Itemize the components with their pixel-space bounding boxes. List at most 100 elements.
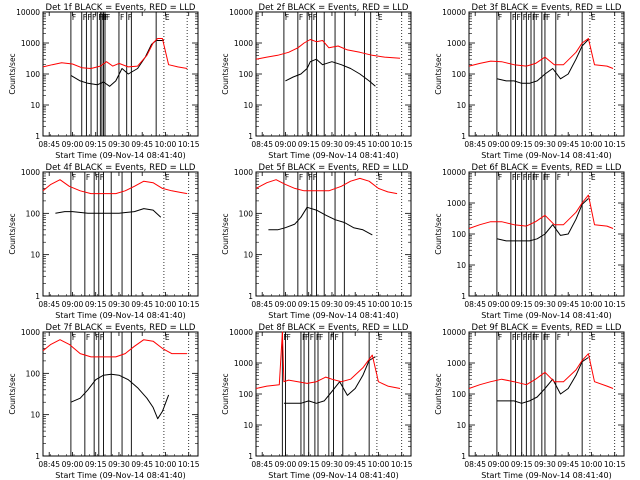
interval-flag: F <box>86 173 90 182</box>
series-line-lld <box>255 39 401 60</box>
x-axis-label: Start Time (09-Nov-14 08:41:40) <box>481 311 611 320</box>
interval-flag: F <box>120 13 124 22</box>
interval-flag: F <box>283 333 287 342</box>
interval-flag: F <box>104 13 108 22</box>
interval-flag: F <box>95 173 99 182</box>
y-axis-label: Counts/sec <box>8 373 17 414</box>
y-tick-label: 10 <box>30 411 40 420</box>
interval-flag: F <box>517 173 521 182</box>
interval-flag: F <box>498 13 502 22</box>
x-tick-label: 09:45 <box>131 140 153 149</box>
y-tick-label: 10000 <box>16 8 40 17</box>
interval-flag: F <box>92 13 96 22</box>
y-tick-label: 1 <box>248 292 253 301</box>
x-tick-label: 08:45 <box>38 300 60 309</box>
x-tick-label: 09:30 <box>108 300 130 309</box>
interval-flag: E <box>378 173 383 182</box>
panel-2: 1 10 100 1000 10000 08:45 09:00 09:15 09:30 09:45… <box>221 3 413 160</box>
interval-flag: E <box>378 333 383 342</box>
y-tick-label: 1000 <box>447 359 466 368</box>
x-axis-label: Start Time (09-Nov-14 08:41:40) <box>55 471 185 480</box>
chart-title: Det 8f BLACK = Events, RED = LLD <box>259 323 409 333</box>
x-tick-label: 09:45 <box>131 300 153 309</box>
interval-flag: E <box>378 13 383 22</box>
y-tick-label: 100 <box>26 369 41 378</box>
x-tick-label: 10:00 <box>368 140 390 149</box>
y-tick-label: 100 <box>26 209 41 218</box>
y-tick-label: 100 <box>452 230 467 239</box>
interval-flag: F <box>319 333 323 342</box>
series-line-events <box>285 58 376 87</box>
interval-flag: E <box>165 13 170 22</box>
interval-flag: F <box>546 13 550 22</box>
x-tick-label: 09:00 <box>62 140 84 149</box>
y-tick-label: 100 <box>239 209 254 218</box>
x-tick-label: 08:45 <box>251 300 273 309</box>
interval-flag: F <box>543 173 547 182</box>
y-tick-label: 10000 <box>229 328 253 337</box>
x-tick-label: 10:15 <box>604 300 626 309</box>
interval-flag: F <box>87 13 91 22</box>
x-tick-label: 10:00 <box>368 460 390 469</box>
x-tick-label: 09:00 <box>488 140 510 149</box>
x-tick-label: 09:30 <box>108 140 130 149</box>
x-tick-label: 09:00 <box>275 140 297 149</box>
interval-flag: F <box>517 333 521 342</box>
interval-flag: F <box>308 13 312 22</box>
x-tick-label: 09:45 <box>557 300 579 309</box>
x-tick-label: 10:15 <box>178 460 200 469</box>
y-tick-label: 10000 <box>442 328 466 337</box>
interval-flag: F <box>128 13 132 22</box>
interval-flag: E <box>165 173 170 182</box>
interval-flag: F <box>532 333 536 342</box>
y-tick-label: 10000 <box>229 8 253 17</box>
series-line-events <box>496 39 589 84</box>
interval-flag: F <box>313 173 317 182</box>
y-tick-label: 10 <box>243 421 253 430</box>
panel-9: 1 10 100 1000 10000 08:45 09:00 09:15 09:30 09:45… <box>434 323 626 480</box>
interval-flag: F <box>535 13 539 22</box>
y-tick-label: 1 <box>461 292 466 301</box>
x-tick-label: 09:00 <box>62 300 84 309</box>
y-tick-label: 1000 <box>21 328 40 337</box>
interval-flag: F <box>285 13 289 22</box>
series-line-lld <box>42 339 188 358</box>
x-tick-label: 09:15 <box>85 300 107 309</box>
y-tick-label: 10 <box>456 421 466 430</box>
y-tick-label: 1000 <box>447 39 466 48</box>
interval-flag: F <box>523 173 527 182</box>
series-line-events <box>70 40 164 87</box>
interval-flag: E <box>591 333 596 342</box>
x-tick-label: 09:45 <box>344 300 366 309</box>
plot-frame <box>468 171 625 297</box>
series-line-lld <box>255 331 401 389</box>
x-tick-label: 08:45 <box>464 300 486 309</box>
y-tick-label: 1000 <box>234 168 253 177</box>
interval-flag: F <box>532 13 536 22</box>
y-tick-label: 1000 <box>21 168 40 177</box>
interval-flag: F <box>523 333 527 342</box>
interval-flag: F <box>535 173 539 182</box>
interval-flag: F <box>83 13 87 22</box>
interval-flag: F <box>100 173 104 182</box>
y-axis-label: Counts/sec <box>8 213 17 254</box>
y-tick-label: 1 <box>461 452 466 461</box>
interval-flag: F <box>498 173 502 182</box>
x-tick-label: 09:15 <box>85 140 107 149</box>
panel-3: 1 10 100 1000 10000 08:45 09:00 09:15 09:30 09:45… <box>434 3 626 160</box>
interval-flag: F <box>523 13 527 22</box>
interval-flag: F <box>512 13 516 22</box>
y-tick-label: 1000 <box>447 199 466 208</box>
plot-frame <box>468 331 625 457</box>
series-line-lld <box>42 38 188 69</box>
y-tick-label: 10 <box>243 251 253 260</box>
y-axis-label: Counts/sec <box>221 373 230 414</box>
plot-frame <box>255 11 412 137</box>
x-tick-label: 09:15 <box>85 460 107 469</box>
x-tick-label: 09:30 <box>534 460 556 469</box>
x-tick-label: 09:00 <box>488 300 510 309</box>
y-tick-label: 10000 <box>442 168 466 177</box>
y-tick-label: 1000 <box>234 359 253 368</box>
x-tick-label: 09:30 <box>321 300 343 309</box>
series-line-events <box>70 373 170 420</box>
